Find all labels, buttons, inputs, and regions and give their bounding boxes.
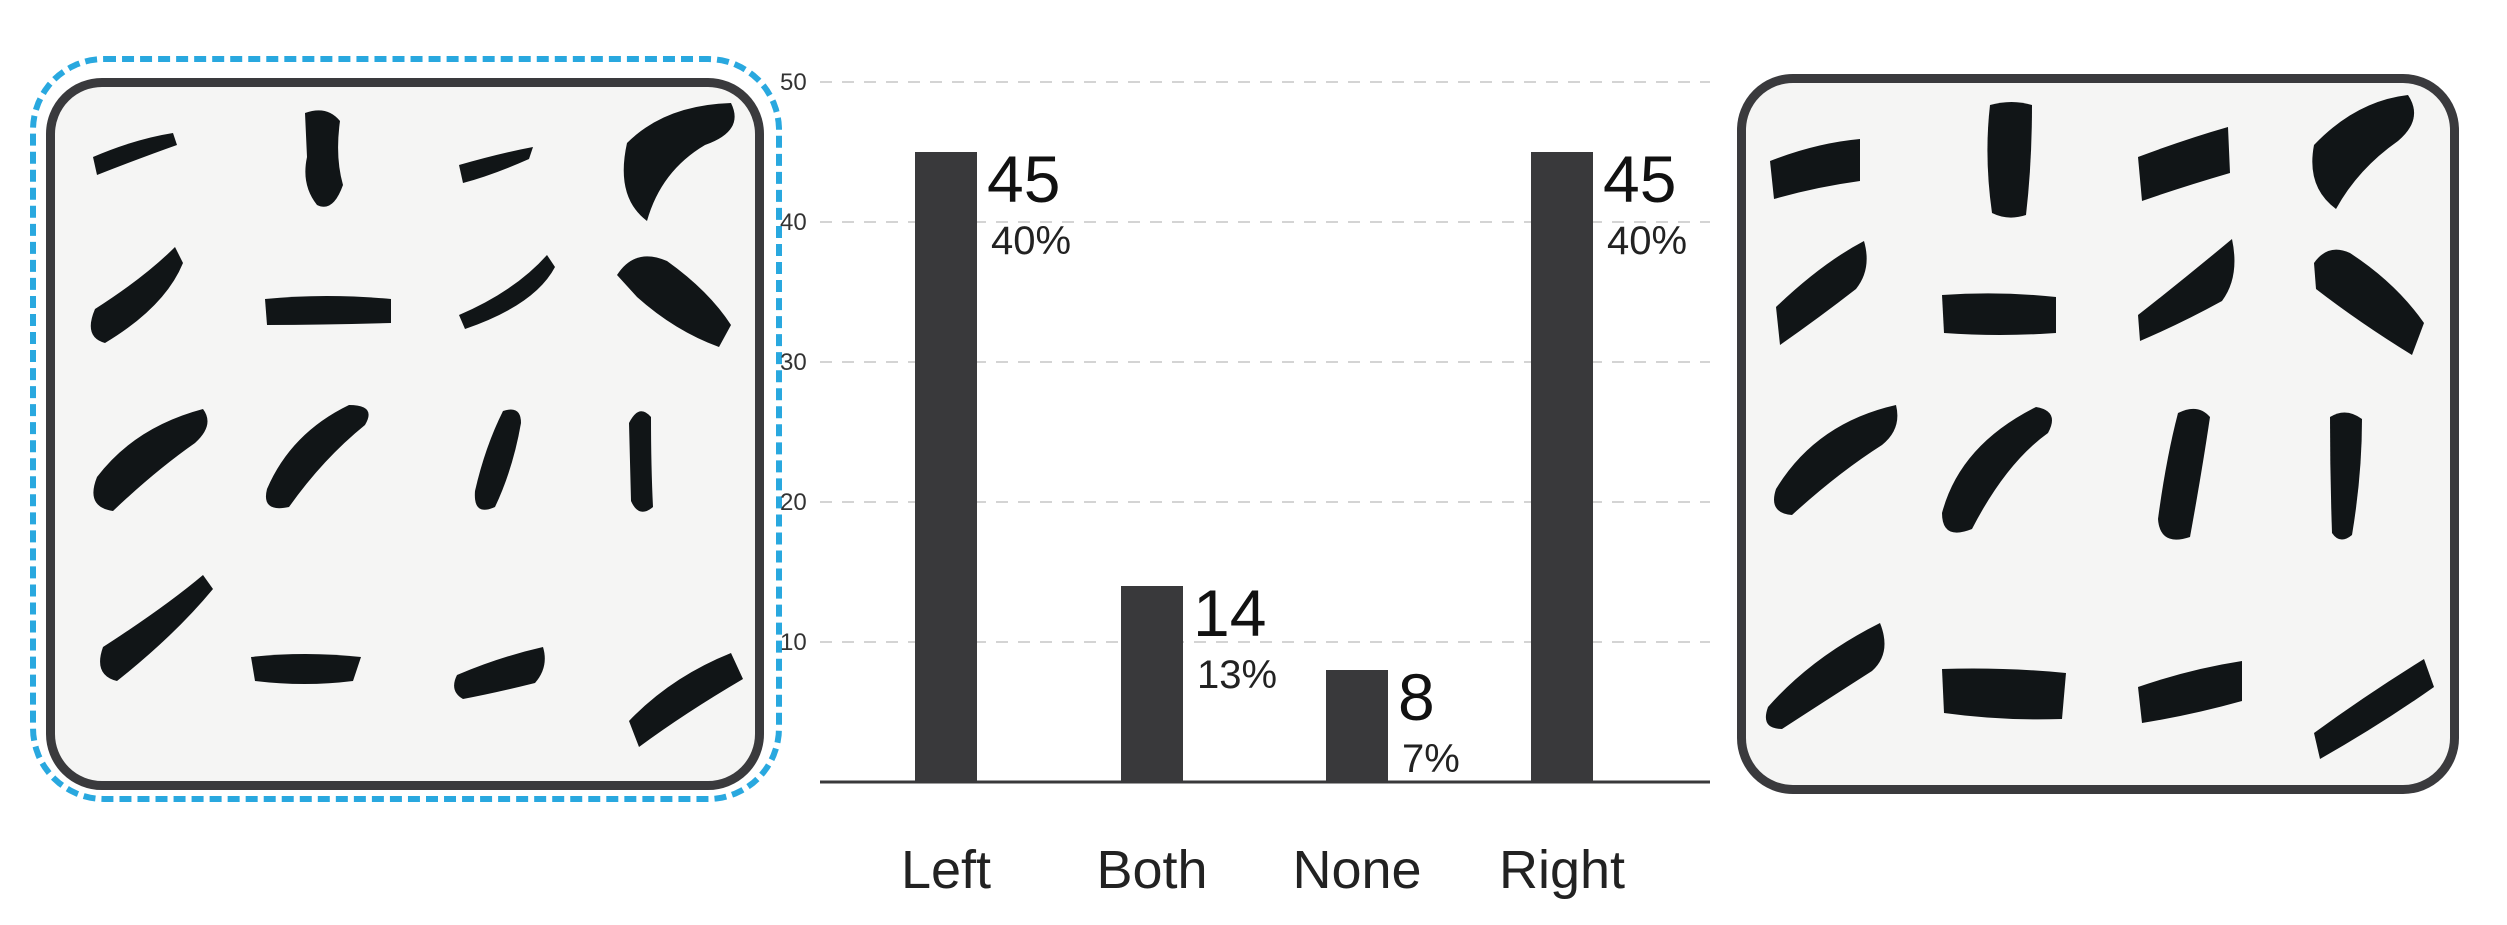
bar-left (915, 152, 977, 782)
percent-label: 13% (1197, 653, 1277, 697)
x-tick-label: None (1292, 840, 1421, 900)
y-tick-label: 40 (780, 209, 807, 236)
y-tick-label: 20 (780, 489, 807, 516)
bars (915, 152, 1593, 782)
y-axis-ticks: 10 20 30 40 50 (780, 69, 807, 656)
x-tick-label: Right (1499, 840, 1625, 900)
value-label: 45 (1603, 142, 1676, 216)
y-tick-label: 50 (780, 69, 807, 96)
left-brush-strokes (90, 103, 743, 747)
y-tick-label: 10 (780, 629, 807, 656)
value-label: 14 (1193, 576, 1266, 650)
selection-outline[interactable] (30, 56, 782, 802)
bar-both (1121, 586, 1183, 782)
percent-label: 40% (1607, 219, 1687, 263)
right-brush-stroke-image[interactable] (1737, 74, 2459, 794)
percent-label: 7% (1402, 737, 1460, 781)
value-label: 45 (987, 142, 1060, 216)
x-axis-categories: Left Both None Right (901, 840, 1625, 900)
left-brush-stroke-image[interactable] (46, 78, 764, 790)
right-brush-strokes (1765, 95, 2434, 759)
bar-right (1531, 152, 1593, 782)
y-tick-label: 30 (780, 349, 807, 376)
x-tick-label: Left (901, 840, 991, 900)
x-tick-label: Both (1096, 840, 1207, 900)
gridlines (820, 81, 1710, 643)
bar-none (1326, 670, 1388, 782)
percent-label: 40% (991, 219, 1071, 263)
value-label: 8 (1398, 660, 1435, 734)
